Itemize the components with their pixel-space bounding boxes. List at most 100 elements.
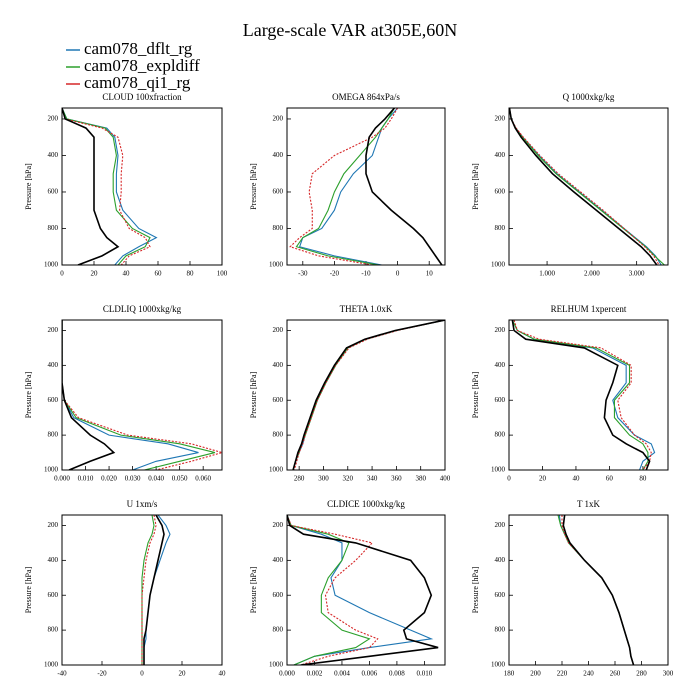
x-tick-label: 100 <box>217 270 228 278</box>
x-tick-label: 0.008 <box>389 670 405 678</box>
y-tick-label: 600 <box>495 396 506 404</box>
series-line <box>62 108 158 265</box>
x-tick-label: -30 <box>298 270 308 278</box>
series-line <box>365 108 443 265</box>
x-tick-label: 20 <box>91 270 99 278</box>
x-tick-label: 0.000 <box>54 475 70 483</box>
x-tick-label: 220 <box>557 670 568 678</box>
series-line <box>562 515 635 665</box>
plot-frame <box>61 319 223 471</box>
series-line <box>143 515 171 665</box>
y-tick-label: 1000 <box>44 261 59 269</box>
x-tick-label: 40 <box>123 270 131 278</box>
y-tick-label: 200 <box>273 326 284 334</box>
x-tick-label: 20 <box>179 670 187 678</box>
x-tick-label: 40 <box>219 670 227 678</box>
x-tick-label: 340 <box>367 475 378 483</box>
x-tick-label: 260 <box>610 670 621 678</box>
legend-label: cam078_dflt_rg <box>84 39 193 58</box>
panel-title: RELHUM 1xpercent <box>551 304 627 314</box>
x-tick-label: 0.000 <box>279 670 295 678</box>
x-tick-label: 60 <box>155 270 163 278</box>
y-tick-label: 1000 <box>269 466 284 474</box>
y-tick-label: 600 <box>495 188 506 196</box>
series-line <box>292 320 445 470</box>
y-axis-label: Pressure [hPa] <box>249 371 258 418</box>
series-line <box>289 108 399 265</box>
plot-frame <box>61 514 223 666</box>
x-tick-label: 180 <box>504 670 515 678</box>
y-tick-label: 1000 <box>491 661 506 669</box>
x-tick-label: 0.060 <box>195 475 211 483</box>
x-tick-label: 0.010 <box>417 670 433 678</box>
panel-title: THETA 1.0xK <box>340 304 393 314</box>
series-line <box>62 108 151 265</box>
y-tick-label: 800 <box>48 224 59 232</box>
y-tick-label: 600 <box>48 591 59 599</box>
panel-title: CLDICE 1000xkg/kg <box>327 499 405 509</box>
y-tick-label: 200 <box>495 326 506 334</box>
y-tick-label: 200 <box>273 115 284 123</box>
y-tick-label: 600 <box>273 188 284 196</box>
series-line <box>298 108 399 265</box>
x-tick-label: 0 <box>140 670 144 678</box>
series-line <box>509 108 665 265</box>
figure-title: Large-scale VAR at305E,60N <box>243 20 457 40</box>
plot-frame <box>508 319 669 471</box>
y-tick-label: 400 <box>495 151 506 159</box>
y-tick-label: 800 <box>495 224 506 232</box>
y-tick-label: 800 <box>495 431 506 439</box>
series-line <box>287 515 379 665</box>
y-tick-label: 600 <box>273 591 284 599</box>
x-tick-label: 20 <box>539 475 547 483</box>
y-axis-label: Pressure [hPa] <box>249 566 258 613</box>
panel-title: T 1xK <box>577 499 601 509</box>
x-tick-label: 360 <box>391 475 402 483</box>
series-line <box>561 515 635 665</box>
x-tick-label: 300 <box>663 670 674 678</box>
x-tick-label: 200 <box>530 670 541 678</box>
series-line <box>287 515 434 665</box>
x-tick-label: 0.040 <box>148 475 164 483</box>
y-tick-label: 200 <box>48 115 59 123</box>
x-tick-label: 0.002 <box>307 670 323 678</box>
series-line <box>293 320 445 470</box>
x-tick-label: 380 <box>415 475 426 483</box>
y-tick-label: 400 <box>273 151 284 159</box>
panel-title: CLDLIQ 1000xkg/kg <box>103 304 182 314</box>
y-axis-label: Pressure [hPa] <box>24 163 33 210</box>
y-tick-label: 1000 <box>269 261 284 269</box>
x-tick-label: 80 <box>639 475 647 483</box>
series-line <box>62 320 222 470</box>
series-line <box>143 515 165 665</box>
y-tick-label: 600 <box>48 396 59 404</box>
x-tick-label: 60 <box>606 475 614 483</box>
series-line <box>558 515 635 665</box>
series-line <box>62 108 151 265</box>
y-tick-label: 800 <box>273 431 284 439</box>
x-tick-label: 0 <box>396 270 400 278</box>
plot-frame <box>508 514 669 666</box>
series-line <box>509 108 658 265</box>
series-line <box>62 320 116 470</box>
series-line <box>295 108 395 265</box>
x-tick-label: -10 <box>361 270 371 278</box>
series-line <box>511 320 649 470</box>
y-tick-label: 1000 <box>44 661 59 669</box>
series-line <box>509 108 660 265</box>
panel-title: OMEGA 864xPa/s <box>332 92 400 102</box>
y-axis-label: Pressure [hPa] <box>249 163 258 210</box>
y-axis-label: Pressure [hPa] <box>471 163 480 210</box>
y-tick-label: 600 <box>273 396 284 404</box>
x-tick-label: 0.010 <box>78 475 94 483</box>
x-tick-label: 240 <box>583 670 594 678</box>
x-tick-label: 280 <box>636 670 647 678</box>
panel-title: U 1xm/s <box>127 499 158 509</box>
y-tick-label: 800 <box>273 626 284 634</box>
y-axis-label: Pressure [hPa] <box>24 371 33 418</box>
y-tick-label: 200 <box>48 326 59 334</box>
y-axis-label: Pressure [hPa] <box>471 371 480 418</box>
y-tick-label: 400 <box>48 151 59 159</box>
y-tick-label: 600 <box>48 188 59 196</box>
series-line <box>292 320 445 470</box>
